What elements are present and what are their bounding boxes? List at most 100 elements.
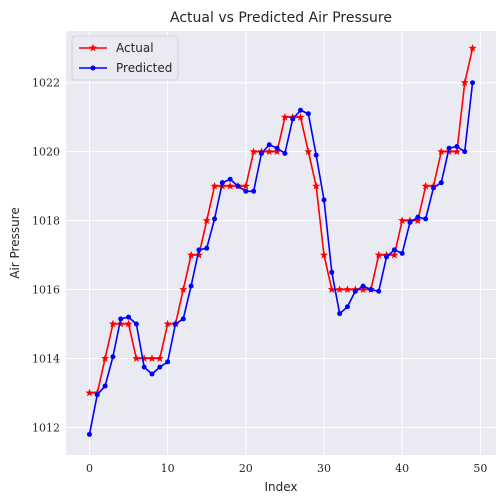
data-point-predicted — [399, 250, 405, 256]
data-point-actual — [312, 181, 321, 190]
chart-title: Actual vs Predicted Air Pressure — [170, 10, 392, 26]
legend: Actual Predicted — [71, 35, 179, 81]
data-point-predicted — [313, 152, 319, 158]
data-point-predicted — [102, 383, 108, 389]
y-tick-label: 1018 — [32, 215, 60, 228]
data-point-predicted — [298, 107, 304, 113]
data-point-predicted — [360, 283, 366, 289]
data-point-predicted — [407, 219, 413, 225]
data-point-predicted — [86, 431, 92, 437]
data-point-actual — [468, 44, 477, 52]
data-point-predicted — [126, 314, 132, 320]
data-point-predicted — [368, 287, 374, 293]
data-point-actual — [140, 354, 149, 362]
legend-marker-actual — [89, 43, 97, 52]
data-point-predicted — [251, 188, 257, 194]
x-tick-label: 50 — [473, 462, 487, 475]
data-point-actual — [187, 250, 196, 259]
data-point-predicted — [204, 245, 210, 251]
data-point-actual — [359, 285, 368, 293]
data-point-actual — [280, 112, 289, 121]
plot-area — [66, 31, 496, 455]
data-point-actual — [374, 250, 383, 259]
data-point-actual — [460, 78, 469, 87]
legend-label-actual: Actual — [116, 41, 154, 55]
data-point-actual — [249, 147, 258, 156]
data-point-predicted — [258, 150, 264, 156]
data-point-actual — [179, 285, 188, 293]
x-tick-label: 0 — [86, 462, 93, 475]
data-point-predicted — [165, 359, 171, 365]
data-point-actual — [202, 216, 211, 224]
legend-star-icon — [89, 43, 97, 52]
legend-box — [71, 35, 179, 81]
data-point-actual — [265, 147, 274, 156]
data-point-predicted — [188, 283, 194, 289]
data-point-predicted — [415, 214, 421, 220]
legend-marker-predicted — [90, 65, 96, 71]
legend-label-predicted: Predicted — [116, 61, 172, 75]
data-point-actual — [101, 354, 110, 362]
data-point-predicted — [172, 321, 178, 327]
data-point-predicted — [352, 288, 358, 294]
x-tick-label: 40 — [395, 462, 409, 475]
data-point-predicted — [219, 180, 225, 186]
y-tick-label: 1016 — [32, 284, 60, 297]
data-point-actual — [335, 285, 344, 293]
data-point-predicted — [94, 392, 100, 398]
data-point-predicted — [133, 321, 139, 327]
data-point-predicted — [149, 371, 155, 377]
data-point-predicted — [227, 176, 233, 182]
data-point-actual — [155, 354, 164, 362]
data-point-predicted — [329, 269, 335, 275]
data-point-actual — [194, 250, 203, 259]
y-tick-label: 1012 — [32, 421, 60, 434]
data-point-predicted — [196, 247, 202, 253]
data-point-predicted — [212, 216, 218, 222]
data-point-actual — [452, 147, 461, 156]
data-point-predicted — [376, 288, 382, 294]
y-tick-label: 1014 — [32, 352, 60, 365]
data-point-predicted — [290, 116, 296, 122]
data-point-actual — [320, 250, 328, 259]
data-point-predicted — [470, 80, 476, 86]
data-point-predicted — [141, 364, 147, 370]
data-point-predicted — [235, 183, 241, 189]
x-tick-label: 30 — [317, 462, 331, 475]
x-ticks: 0 10 20 30 40 50 — [86, 462, 487, 475]
y-axis-label: Air Pressure — [8, 207, 22, 279]
data-point-predicted — [337, 311, 343, 317]
data-point-predicted — [454, 143, 460, 149]
y-tick-label: 1020 — [32, 146, 60, 159]
data-point-actual — [398, 216, 407, 224]
series-markers-predicted — [86, 80, 476, 437]
data-point-actual — [226, 181, 235, 190]
data-point-predicted — [118, 316, 124, 322]
data-point-actual — [273, 147, 282, 156]
x-axis-label: Index — [264, 480, 297, 494]
data-point-predicted — [157, 364, 163, 370]
data-point-predicted — [430, 185, 436, 191]
y-tick-label: 1022 — [32, 77, 60, 90]
data-point-predicted — [321, 197, 327, 203]
data-point-predicted — [243, 188, 249, 194]
data-point-actual — [163, 319, 172, 328]
data-point-actual — [85, 388, 94, 397]
data-point-actual — [210, 181, 219, 190]
data-point-actual — [124, 319, 133, 328]
data-point-actual — [437, 147, 446, 156]
data-point-actual — [390, 250, 399, 259]
y-ticks: 1012 1014 1016 1018 1020 1022 — [32, 77, 60, 435]
data-point-predicted — [266, 142, 272, 148]
data-point-actual — [421, 181, 430, 190]
data-point-predicted — [446, 145, 452, 151]
data-point-actual — [413, 216, 422, 224]
data-point-actual — [132, 354, 141, 362]
data-point-actual — [241, 181, 250, 190]
data-point-actual — [327, 285, 336, 293]
data-point-actual — [116, 319, 125, 328]
data-point-predicted — [282, 150, 288, 156]
data-point-predicted — [391, 247, 397, 253]
data-point-predicted — [110, 354, 116, 360]
